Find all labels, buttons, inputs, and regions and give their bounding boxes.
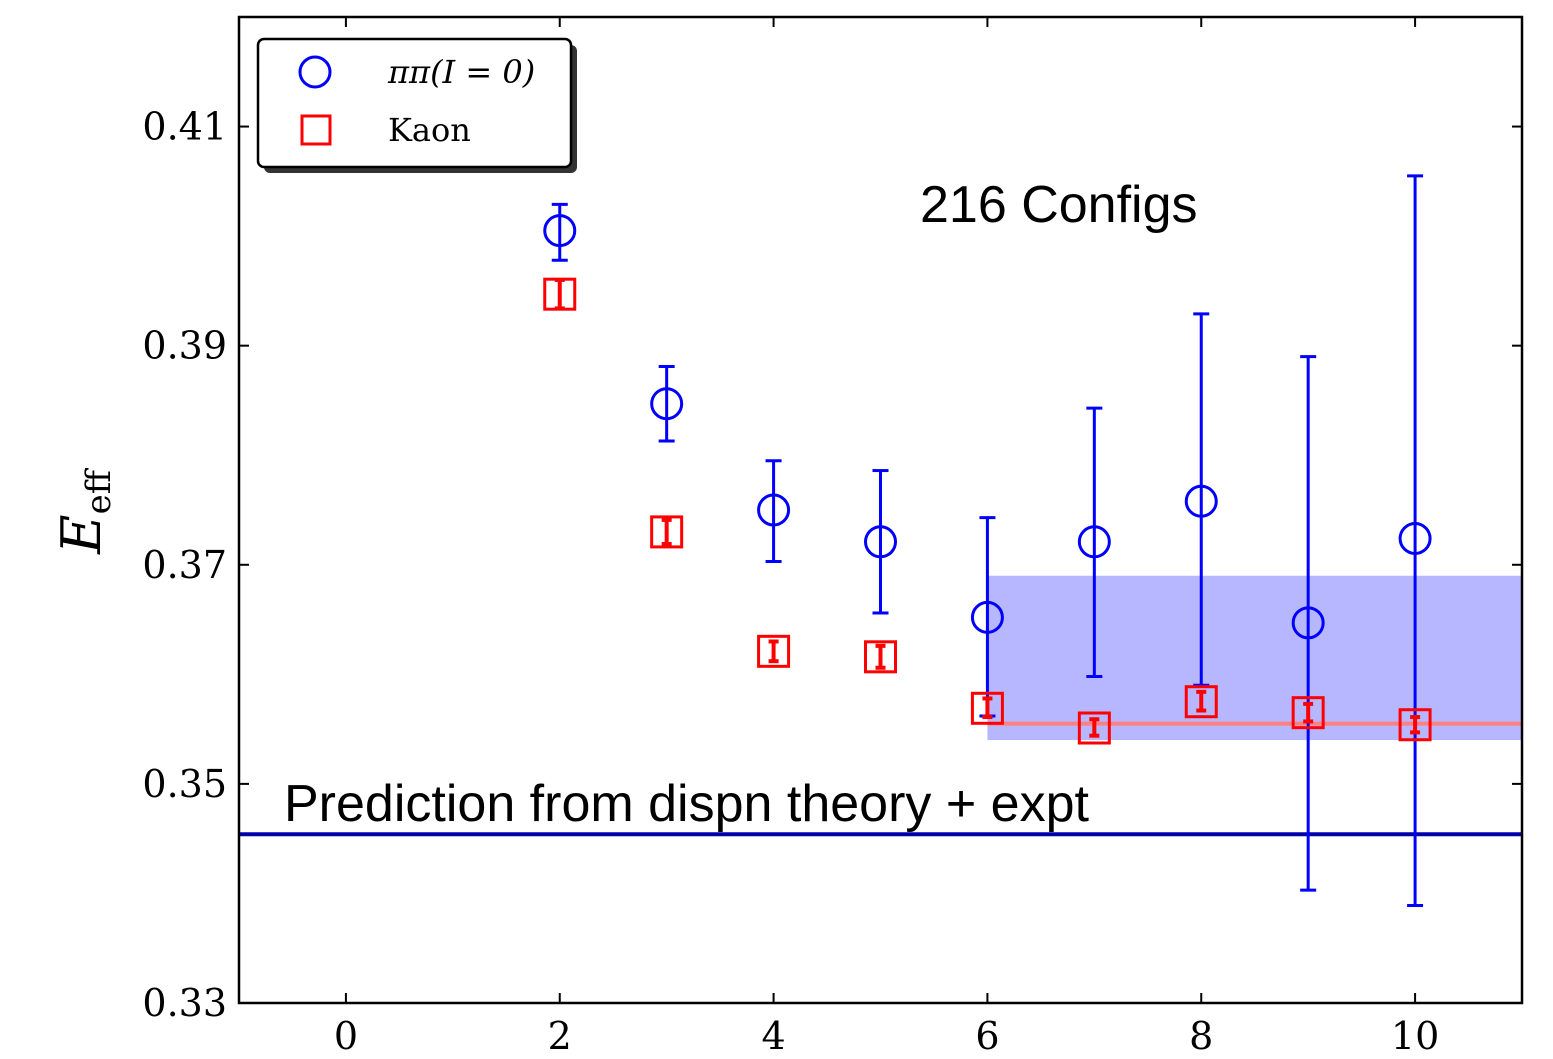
y-tick-label-2: 0.37 xyxy=(142,543,227,587)
configs-annotation: 216 Configs xyxy=(920,176,1198,234)
pipi-point-5 xyxy=(864,525,897,559)
pipi-point-8 xyxy=(1184,484,1218,518)
pipi-point-4 xyxy=(757,493,791,527)
x-tick-label-0: 0 xyxy=(334,1014,358,1058)
x-tick-label-6: 6 xyxy=(975,1014,999,1058)
plot-frame xyxy=(237,15,1524,1005)
legend-circle-marker xyxy=(298,55,332,89)
pipi-point-6 xyxy=(970,600,1004,634)
pipi-point-10 xyxy=(1398,521,1432,555)
y-axis-label-main: E xyxy=(50,514,113,554)
kaon-point-3 xyxy=(650,515,684,549)
kaon-point-5 xyxy=(864,640,897,674)
kaon-point-10 xyxy=(1398,708,1432,742)
y-axis-label-sub: eff xyxy=(79,467,119,514)
kaon-point-7 xyxy=(1077,711,1111,745)
fit-band xyxy=(987,575,1522,741)
pipi-point-9 xyxy=(1291,606,1325,640)
kaon-point-9 xyxy=(1291,696,1325,730)
legend-label-kaon: Kaon xyxy=(388,111,471,149)
x-tick-label-4: 4 xyxy=(761,1014,785,1058)
legend-box xyxy=(256,37,573,169)
y-axis-label: Eeff xyxy=(50,467,119,555)
markers-layer xyxy=(543,214,1432,745)
axes-layer: 0 2 4 6 8 10 0.33 0.35 0.37 0.39 0.41 xyxy=(142,15,1524,1058)
kaon-point-4 xyxy=(757,634,791,668)
fit-band-layer xyxy=(987,575,1522,741)
legend: ππ(I = 0) Kaon xyxy=(256,37,577,173)
kaon-point-6 xyxy=(970,691,1004,725)
y-tick-label-4: 0.41 xyxy=(142,105,227,149)
pipi-point-2 xyxy=(543,214,577,248)
pipi-point-3 xyxy=(650,387,684,421)
x-tick-label-8: 8 xyxy=(1189,1014,1213,1058)
legend-label-pipi: ππ(I = 0) xyxy=(387,53,535,91)
pipi-point-7 xyxy=(1077,525,1111,559)
svg-text:Eeff: Eeff xyxy=(50,467,119,555)
prediction-annotation: Prediction from dispn theory + expt xyxy=(284,775,1090,833)
kaon-point-8 xyxy=(1184,685,1218,719)
legend-square-marker xyxy=(300,114,332,146)
kaon-point-2 xyxy=(543,277,577,311)
y-tick-label-0: 0.33 xyxy=(142,981,227,1025)
y-tick-label-1: 0.35 xyxy=(142,762,227,806)
y-tick-label-3: 0.39 xyxy=(142,324,227,368)
x-tick-label-2: 2 xyxy=(548,1014,572,1058)
x-tick-label-10: 10 xyxy=(1391,1014,1439,1058)
